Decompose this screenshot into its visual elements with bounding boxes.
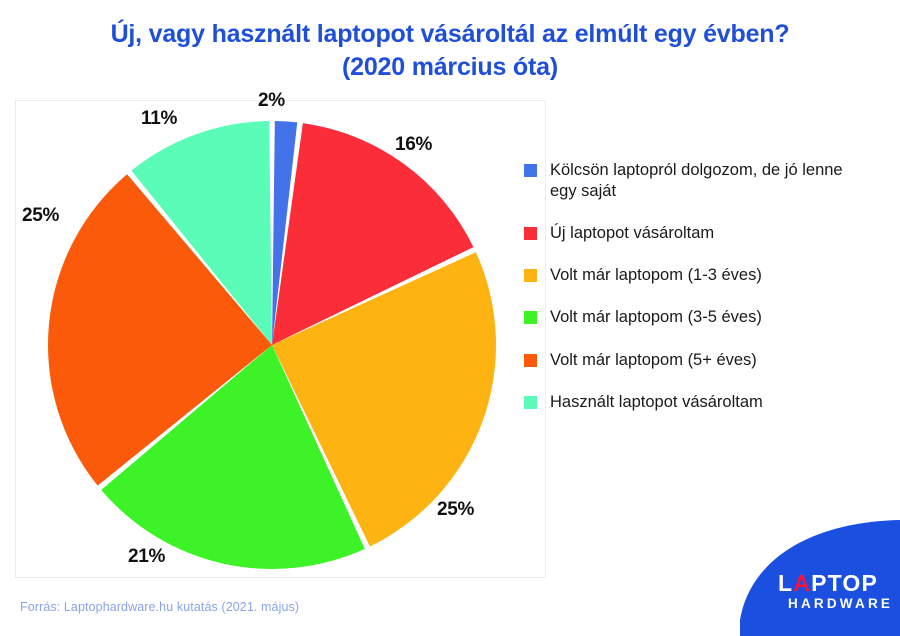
chart-legend: Kölcsön laptopról dolgozom, de jó lenne … (524, 160, 874, 413)
pie-label-loaner: 2% (258, 90, 285, 111)
legend-color-swatch (524, 395, 537, 409)
page-title: Új, vagy használt laptopot vásároltál az… (40, 18, 860, 84)
title-line-2: (2020 március óta) (342, 53, 558, 81)
legend-color-swatch (524, 311, 537, 325)
legend-item-label: Volt már laptopom (1-3 éves) (550, 266, 762, 285)
pie-slice-group (47, 121, 496, 569)
legend-color-swatch (524, 227, 537, 241)
legend-item[interactable]: Volt már laptopom (5+ éves) (524, 350, 874, 371)
legend-item[interactable]: Új laptopot vásároltam (524, 223, 874, 244)
pie-chart (0, 96, 560, 586)
pie-label-5-plus: 25% (22, 205, 60, 226)
legend-item-label: Volt már laptopom (3-5 éves) (550, 308, 762, 327)
legend-item-label: Kölcsön laptopról dolgozom, de jó lenne … (550, 161, 843, 201)
pie-label-3-5-years: 21% (128, 546, 166, 567)
logo-shape (740, 520, 900, 636)
legend-item-label: Volt már laptopom (5+ éves) (550, 350, 757, 369)
legend-item-label: Új laptopot vásároltam (550, 224, 715, 243)
source-note: Forrás: Laptophardware.hu kutatás (2021.… (20, 600, 300, 614)
pie-label-1-3-years: 25% (437, 499, 475, 520)
legend-item[interactable]: Volt már laptopom (1-3 éves) (524, 265, 874, 286)
legend-item[interactable]: Használt laptopot vásároltam (524, 392, 874, 413)
legend-color-swatch (524, 269, 537, 283)
pie-slice[interactable] (272, 121, 298, 345)
legend-item[interactable]: Volt már laptopom (3-5 éves) (524, 307, 874, 328)
pie-svg (47, 121, 496, 569)
legend-color-swatch (524, 353, 537, 367)
pie-label-new: 16% (395, 134, 433, 155)
legend-item[interactable]: Kölcsön laptopról dolgozom, de jó lenne … (524, 160, 874, 202)
title-line-1: Új, vagy használt laptopot vásároltál az… (110, 20, 790, 48)
pie-slice[interactable] (47, 174, 272, 486)
laptophardware-logo: LAPTOP HARDWARE (740, 520, 900, 636)
pie-slice[interactable] (101, 345, 365, 569)
legend-color-swatch (524, 164, 537, 177)
legend-item-label: Használt laptopot vásároltam (550, 392, 763, 411)
pie-slice[interactable] (131, 121, 272, 345)
pie-label-used: 11% (141, 108, 178, 129)
pie-slice[interactable] (272, 123, 474, 345)
pie-slice[interactable] (272, 252, 496, 547)
